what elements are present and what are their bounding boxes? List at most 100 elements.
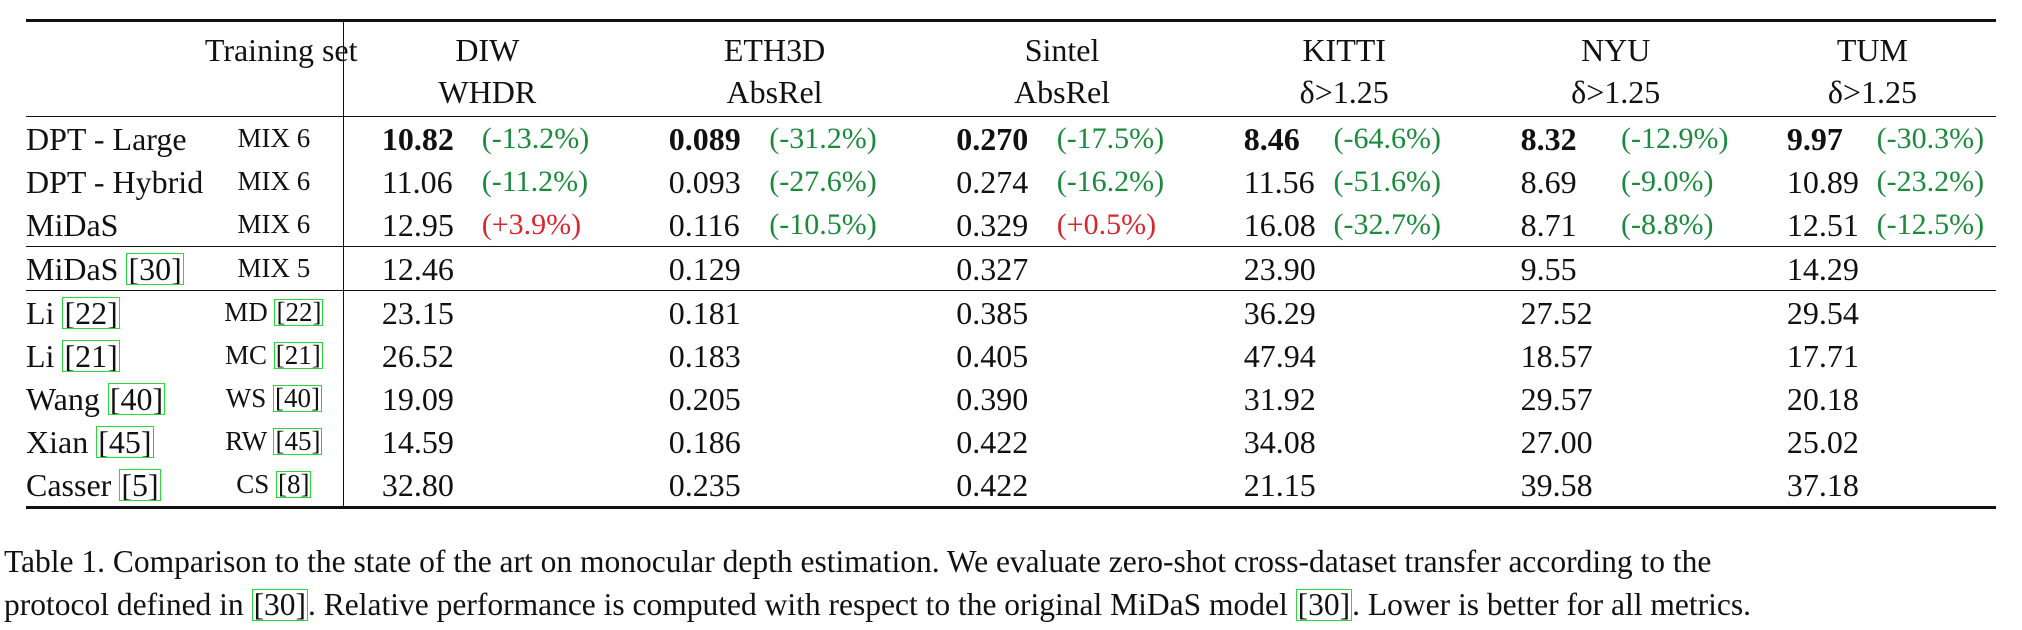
method-name: DPT - Hybrid [26,163,204,200]
header-blank [204,72,344,117]
citation-link[interactable]: [5] [119,466,161,503]
relative-change: (+3.9%) [481,203,631,247]
metric-value: 39.58 [1482,463,1749,509]
table-row: DPT - Large MIX 6 10.82 (-13.2%) 0.089 (-31.2… [26,116,1996,160]
citation-link[interactable]: [22] [62,294,120,331]
metric-value: 0.183 [668,337,741,374]
metric-value: 25.02 [1786,423,1859,460]
header-dataset: KITTI [1205,19,1483,72]
metric-value: 47.94 [1243,337,1316,374]
metric-value: 11.06 [381,163,453,200]
header-metric: AbsRel [630,72,919,117]
header-dataset: ETH3D [630,19,919,72]
header-dataset: TUM [1748,19,1996,72]
metric-value: 11.56 [1243,163,1315,200]
method-name: DPT - Large [26,120,187,157]
header-metric: WHDR [343,72,631,117]
training-set: MIX 6 [204,203,344,247]
training-set-cell: MIX 5 [204,246,344,291]
method-name-cell: Casser [5] [26,463,205,509]
citation-link[interactable]: [45] [273,426,323,456]
metric-value: 0.329 [918,203,1057,247]
method-name-cell: Li [21] [26,334,205,377]
relative-change: (-12.9%) [1621,121,1729,155]
metric-value: 12.95 [343,203,482,247]
method-name: Wang [26,380,100,417]
metric-value: 37.18 [1748,463,1996,509]
training-set: MIX 6 [204,160,344,203]
citation-link[interactable]: [30] [1295,587,1353,622]
metric-value: 32.80 [343,463,631,509]
citation-link[interactable]: [8] [276,469,312,499]
metric-value: 26.52 [381,337,454,374]
metric-value: 0.181 [668,294,741,331]
method-name: Li [26,337,55,374]
metric-value: 29.57 [1520,380,1593,417]
metric-value: 36.29 [1243,294,1316,331]
metric-value: 16.08 [1205,203,1334,247]
training-set-cell: WS [40] [204,377,344,420]
header-row-metrics: WHDR AbsRel AbsRel δ>1.25 δ>1.25 δ>1.25 [26,72,1996,117]
method-name-cell: MiDaS [30] [26,246,205,291]
metric-value: 21.15 [1205,463,1483,509]
training-set: CS [236,469,270,499]
table-row: Casser [5] CS [8] 32.80 0.235 0.422 21.15 39.5… [26,463,1996,509]
metric-value: 12.51 [1748,203,1877,247]
citation-link[interactable]: [40] [272,383,322,413]
metric-value: 0.235 [630,463,919,509]
header-blank [26,72,205,117]
citation-link[interactable]: [45] [96,423,154,460]
relative-change: (-10.5%) [769,203,919,247]
metric-value: 10.82 [381,120,454,157]
citation-link[interactable]: [22] [274,297,324,327]
training-set-cell: MD [22] [204,290,344,334]
caption-text: protocol defined in [4,587,252,622]
relative-change: (-51.6%) [1333,164,1442,198]
relative-change: (-12.5%) [1876,203,1996,247]
caption-text: . Lower is better for all metrics. [1352,587,1751,622]
metric-value: 27.00 [1520,423,1593,460]
metric-value: 0.422 [918,463,1206,509]
metric-value: 0.093 [668,163,741,200]
metric-value: 0.116 [630,203,770,247]
metric-value: 0.422 [956,423,1029,460]
header-blank [26,19,205,72]
metric-value: 0.270 [956,120,1029,157]
citation-link[interactable]: [30] [126,250,184,287]
results-table: Training set DIW ETH3D Sintel KITTI NYU … [26,19,1996,509]
method-name: Li [26,294,55,331]
metric-value: 0.205 [668,380,741,417]
metric-value: 19.09 [381,380,454,417]
header-dataset: DIW [343,19,631,72]
relative-change: (-11.2%) [481,164,589,198]
header-metric: AbsRel [918,72,1206,117]
header-row-datasets: Training set DIW ETH3D Sintel KITTI NYU … [26,19,1996,72]
table-row: MiDaS MIX 6 12.95 (+3.9%) 0.116 (-10.5%) 0.329… [26,203,1996,247]
metric-value: 10.89 [1786,163,1859,200]
metric-value: 23.90 [1205,246,1483,291]
citation-link[interactable]: [21] [62,337,120,374]
metric-value: 23.15 [381,294,454,331]
table-row: MiDaS [30] MIX 5 12.46 0.129 0.327 23.90 9.55 1… [26,246,1996,291]
relative-change: (-23.2%) [1876,164,1985,198]
training-set: MIX 6 [204,116,344,160]
relative-change: (-8.8%) [1621,203,1749,247]
table-caption: Table 1. Comparison to the state of the … [4,540,2016,626]
relative-change: (-27.6%) [769,164,877,198]
metric-value: 0.186 [668,423,741,460]
metric-value: 0.390 [956,380,1029,417]
metric-value: 8.69 [1520,163,1577,200]
metric-value: 34.08 [1243,423,1316,460]
training-set: WS [225,383,267,413]
metric-value: 14.29 [1748,246,1996,291]
citation-link[interactable]: [21] [273,340,323,370]
training-set: MD [224,297,268,327]
metric-value: 29.54 [1786,294,1859,331]
table-row: Li [22] MD [22] 23.15 0.181 0.385 36.29 27.52 2… [26,290,1996,334]
metric-value: 0.327 [918,246,1206,291]
method-name: Casser [26,466,112,503]
relative-change: (-17.5%) [1056,121,1165,155]
header-metric: δ>1.25 [1748,72,1996,117]
citation-link[interactable]: [40] [107,380,166,417]
citation-link[interactable]: [30] [251,587,309,622]
